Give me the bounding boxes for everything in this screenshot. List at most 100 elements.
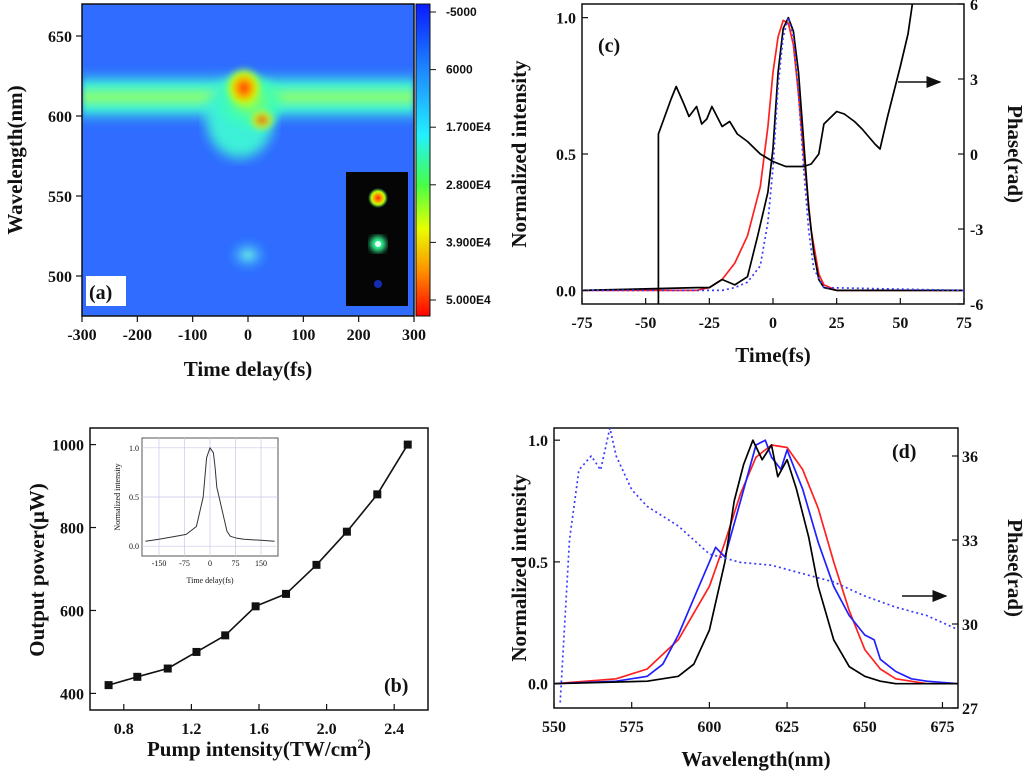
panel-a-xlabel: Time delay(fs) bbox=[184, 357, 313, 381]
panel-a-xtick-label: 300 bbox=[402, 327, 426, 344]
panel-b-inset-ytick-label: 0.0 bbox=[129, 542, 139, 551]
colorbar-label: 5.000E4 bbox=[446, 293, 491, 307]
panel-d-y2tick-label: 33 bbox=[962, 533, 978, 550]
panel-c-y2tick-label: -6 bbox=[970, 297, 983, 314]
colorbar bbox=[415, 3, 431, 317]
panel-d-y2label: Phase(rad) bbox=[1003, 519, 1024, 617]
panel-c-xtick-label: -50 bbox=[635, 315, 656, 332]
panel-b-point bbox=[403, 440, 412, 449]
heatmap-peak-red bbox=[224, 66, 264, 110]
heatmap-lower-blob bbox=[226, 237, 270, 273]
panel-c-series-phase bbox=[657, 4, 914, 304]
panel-c-series-blue-dotted bbox=[582, 16, 964, 292]
beam-spot-blue bbox=[374, 280, 382, 288]
panel-a-ytick-label: 550 bbox=[48, 189, 72, 206]
panel-a-ytick-label: 650 bbox=[48, 29, 72, 46]
panel-c-y2tick-label: 3 bbox=[970, 72, 978, 89]
panel-b-point bbox=[373, 490, 382, 499]
panel-d-frame bbox=[553, 427, 959, 709]
panel-a-label-box bbox=[86, 276, 126, 306]
panel-c-xtick-label: -75 bbox=[571, 315, 592, 332]
panel-d-xtick-label: 650 bbox=[853, 719, 877, 736]
panel-c-series bbox=[582, 4, 964, 304]
panel-b-ylabel: Output power(μW) bbox=[25, 483, 49, 657]
panel-b-xtick-label: 1.2 bbox=[181, 721, 201, 738]
panel-b-inset-xtick-label: -75 bbox=[179, 559, 190, 568]
panel-d-xtick-label: 675 bbox=[930, 719, 954, 736]
panel-c-ylabel: Normalized intensity bbox=[507, 60, 531, 248]
panel-d-series bbox=[554, 428, 958, 703]
panel-b-xtick-label: 2.4 bbox=[384, 721, 404, 738]
panel-b-xlabel: Pump intensity(TW/cm2) bbox=[147, 736, 371, 761]
panel-c-ytick-label: 0.5 bbox=[556, 147, 576, 164]
panel-d-series-phase-dotted bbox=[559, 428, 958, 703]
panel-a-xtick-label: -300 bbox=[67, 327, 96, 344]
panel-a-xtick-label: 0 bbox=[244, 327, 252, 344]
panel-d-xtick-label: 575 bbox=[620, 719, 644, 736]
panel-a-ylabel: Wavelength(nm) bbox=[3, 85, 27, 234]
heatmap-peak-lower bbox=[248, 108, 276, 132]
panel-b-inset-xtick-label: 0 bbox=[208, 559, 212, 568]
panel-b-point bbox=[251, 602, 260, 611]
panel-a: (a) -500060001.700E42.800E43.900E45.000E… bbox=[3, 3, 491, 381]
panel-c-series-red bbox=[582, 19, 964, 292]
panel-c-ytick-label: 1.0 bbox=[556, 11, 576, 28]
panel-b-xtick-label: 1.6 bbox=[249, 721, 269, 738]
panel-d-series-black bbox=[554, 439, 958, 685]
panel-d-label: (d) bbox=[892, 441, 916, 463]
panel-b-ytick-label: 1000 bbox=[52, 438, 84, 455]
colorbar-label: 3.900E4 bbox=[446, 235, 491, 249]
panel-d-xtick-label: 550 bbox=[542, 719, 566, 736]
panel-c-xtick-label: 25 bbox=[829, 315, 845, 332]
panel-c-xtick-label: 50 bbox=[892, 315, 908, 332]
panel-a-xtick-label: -100 bbox=[178, 327, 207, 344]
colorbar-label: 2.800E4 bbox=[446, 178, 491, 192]
panel-b-point bbox=[163, 664, 172, 673]
panel-d-ytick-label: 0.5 bbox=[528, 555, 548, 572]
panel-b-inset-xtick-label: 150 bbox=[255, 559, 267, 568]
panel-a-axes: -300 -200 -100 0 100 200 300 500 550 600 650 bbox=[48, 29, 426, 344]
panel-b-label: (b) bbox=[384, 675, 408, 697]
panel-b-ytick-label: 800 bbox=[60, 521, 84, 538]
panel-c-xtick-label: 0 bbox=[769, 315, 777, 332]
panel-d-series-blue bbox=[554, 439, 958, 685]
panel-b-xtick-label: 0.8 bbox=[114, 721, 134, 738]
panel-b-inset: -150 -75 0 75 150 0.0 0.5 1.0 bbox=[129, 438, 278, 568]
panel-d-xtick-label: 600 bbox=[697, 719, 721, 736]
panel-b-xlabel-end: ) bbox=[364, 737, 371, 761]
panel-d-ytick-label: 0.0 bbox=[528, 677, 548, 694]
panel-a-ytick-label: 600 bbox=[48, 109, 72, 126]
panel-d-ylabel: Normalized intensity bbox=[507, 474, 531, 662]
beam-spot-green-core bbox=[375, 241, 381, 247]
panel-c-y2label: Phase(rad) bbox=[1003, 105, 1024, 203]
colorbar-label: 6000 bbox=[446, 63, 473, 77]
panel-b-inset-ytick-label: 1.0 bbox=[129, 444, 139, 453]
panel-b-inset-xtick-label: -150 bbox=[152, 559, 167, 568]
panel-b-xtick-label: 2.0 bbox=[317, 721, 337, 738]
panel-c-xtick-label: 75 bbox=[956, 315, 972, 332]
panel-b-inset-line bbox=[145, 447, 275, 542]
panel-a-label: (a) bbox=[89, 282, 112, 304]
panel-d-xtick-label: 625 bbox=[775, 719, 799, 736]
panel-c-axes: -75 -50 -25 0 25 50 75 0.0 0.5 1.0 -6 -3 0 3 6 bbox=[556, 0, 983, 332]
panel-b-series bbox=[104, 440, 412, 690]
panel-b-point bbox=[312, 560, 321, 569]
panel-c-y2tick-label: -3 bbox=[970, 222, 983, 239]
panel-c-series-black bbox=[582, 16, 964, 292]
panel-b-xlabel-sup: 2 bbox=[358, 736, 365, 751]
panel-b-inset-ytick-label: 0.5 bbox=[129, 493, 139, 502]
panel-b-ytick-label: 600 bbox=[60, 603, 84, 620]
beam-spot-red bbox=[368, 188, 388, 208]
panel-c-label: (c) bbox=[598, 35, 620, 57]
panel-c-y2tick-label: 0 bbox=[970, 147, 978, 164]
colorbar-label: -5000 bbox=[446, 5, 477, 19]
panel-d-y2tick-label: 36 bbox=[962, 449, 978, 466]
panel-c: -75 -50 -25 0 25 50 75 0.0 0.5 1.0 -6 -3 0 3 6 (c) Tim… bbox=[507, 0, 1024, 367]
panel-c-xlabel: Time(fs) bbox=[735, 343, 810, 367]
panel-a-xtick-label: 100 bbox=[291, 327, 315, 344]
panel-b-point bbox=[221, 631, 230, 640]
panel-b-point bbox=[133, 672, 142, 681]
panel-c-ytick-label: 0.0 bbox=[556, 283, 576, 300]
panel-b-point bbox=[192, 647, 201, 656]
